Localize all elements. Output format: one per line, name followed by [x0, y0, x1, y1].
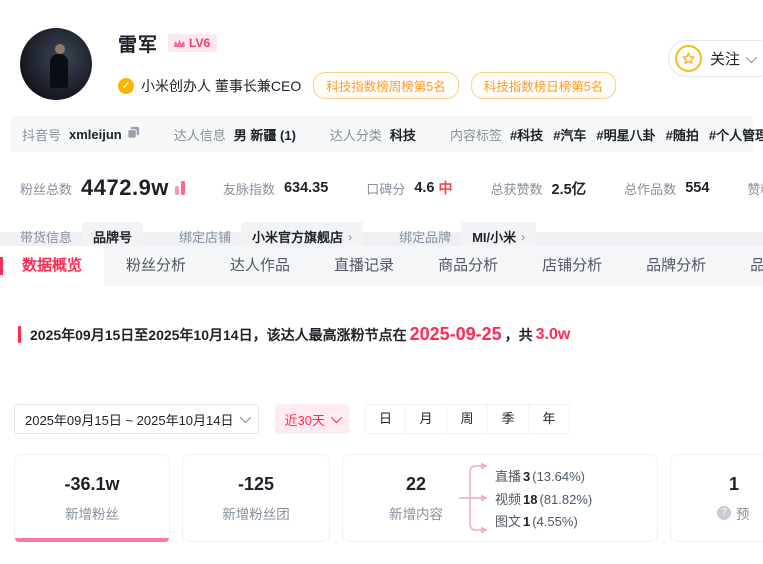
account-info-bar: 抖音号 xmleijun 达人信息 男 新疆 (1) 达人分类 科技 内容标签 …: [10, 116, 763, 152]
arrow-right-icon: ›: [521, 229, 526, 244]
fork-arrows-icon: [459, 462, 488, 534]
new-fans-label: 新增粉丝: [65, 506, 119, 522]
talent-info-label: 达人信息: [173, 127, 226, 143]
estimated-label: ? 预: [717, 503, 750, 523]
overview-content: 2025年09月15日至2025年10月14日，该达人最高涨粉节点在 2025-…: [0, 286, 763, 564]
period-day[interactable]: 日: [364, 404, 406, 434]
chevron-down-icon: [239, 411, 251, 424]
card-new-fans[interactable]: -36.1w 新增粉丝: [14, 454, 170, 542]
total-likes-value: 2.5亿: [551, 181, 587, 198]
tab-category-analysis[interactable]: 品类分析: [750, 257, 763, 274]
total-works-value: 554: [685, 180, 710, 196]
arrow-right-icon: ›: [348, 229, 353, 244]
content-tag[interactable]: #个人管理: [708, 127, 763, 143]
reputation-score-label: 口碑分: [366, 181, 406, 197]
copy-icon[interactable]: [127, 126, 140, 142]
stats-row: 粉丝总数 4472.9w 友脉指数 634.35 口碑分 4.6 中 总获赞数 …: [20, 172, 763, 204]
profile-header: 雷军 LV6 ✓ 小米创办人 董事长兼CEO 科技指数榜周榜第5名 科技指数榜日…: [0, 0, 763, 251]
total-likes-label: 总获赞数: [490, 181, 543, 197]
tab-live-records[interactable]: 直播记录: [334, 257, 395, 274]
total-works-label: 总作品数: [624, 181, 677, 197]
new-fan-club-label: 新增粉丝团: [222, 506, 290, 522]
reputation-score-value: 4.6: [414, 180, 435, 196]
card-new-fan-club[interactable]: -125 新增粉丝团: [182, 454, 330, 542]
content-tag[interactable]: #明星八卦: [596, 127, 656, 143]
chevron-down-icon: [745, 51, 758, 63]
summary-cards: -36.1w 新增粉丝 -125 新增粉丝团 22 新增内容: [14, 454, 763, 542]
douyin-id-label: 抖音号: [22, 127, 62, 143]
fans-total-label: 粉丝总数: [20, 181, 73, 197]
commerce-info-label: 带货信息: [20, 230, 73, 245]
notice-peak-value: 3.0w: [535, 325, 571, 343]
talent-info-value: 男 新疆 (1): [233, 127, 296, 143]
date-filter-row: 2025年09月15日 ~ 2025年10月14日 近30天 日 月 周 季 年: [14, 404, 570, 434]
talent-category-value: 科技: [389, 127, 416, 143]
bar-chart-icon[interactable]: [174, 181, 185, 195]
tab-brand-analysis[interactable]: 品牌分析: [646, 257, 707, 274]
avatar[interactable]: [20, 28, 92, 100]
estimated-value: 1: [729, 473, 740, 494]
notice-mid: ，共: [504, 326, 533, 343]
breakdown-live: 直播 3 (13.64%): [495, 469, 585, 484]
period-year[interactable]: 年: [528, 404, 570, 434]
notice-prefix: 2025年09月15日至2025年10月14日，该达人最高涨粉节点在: [30, 326, 407, 343]
tab-data-overview[interactable]: 数据概览: [0, 246, 105, 286]
crown-icon: [174, 38, 186, 47]
talent-category-label: 达人分类: [329, 127, 382, 143]
follow-button-label: 关注: [709, 51, 740, 68]
new-fan-club-value: -125: [237, 473, 275, 494]
period-week[interactable]: 周: [446, 404, 488, 434]
rank-badge-weekly[interactable]: 科技指数榜周榜第5名: [313, 72, 459, 99]
rank-badge-daily[interactable]: 科技指数榜日榜第5名: [470, 72, 617, 99]
notice-peak-date: 2025-09-25: [409, 324, 502, 344]
youmai-index-value: 634.35: [283, 180, 329, 196]
new-content-value: 22: [405, 473, 427, 494]
breakdown-image-text: 图文 1 (4.55%): [495, 514, 578, 529]
content-tag[interactable]: #科技: [509, 127, 544, 143]
period-quarter[interactable]: 季: [487, 404, 529, 434]
star-icon: [674, 45, 702, 72]
tab-works[interactable]: 达人作品: [230, 257, 291, 274]
content-tag[interactable]: #汽车: [553, 127, 587, 143]
tab-product-analysis[interactable]: 商品分析: [438, 257, 499, 274]
new-fans-value: -36.1w: [64, 473, 120, 494]
quick-range-30d[interactable]: 近30天: [274, 404, 349, 434]
question-circle-icon[interactable]: ?: [717, 505, 731, 520]
fans-total-value: 4472.9w: [81, 175, 169, 200]
youmai-index-label: 友脉指数: [222, 181, 275, 197]
douyin-id-value: xmleijun: [69, 126, 122, 142]
tab-shop-analysis[interactable]: 店铺分析: [542, 257, 603, 274]
chevron-down-icon: [330, 411, 343, 424]
level-badge: LV6: [168, 34, 218, 52]
new-content-label: 新增内容: [389, 506, 443, 522]
breakdown-video: 视频 18 (81.82%): [495, 491, 593, 507]
growth-notice: 2025年09月15日至2025年10月14日，该达人最高涨粉节点在 2025-…: [18, 324, 570, 345]
notice-marker: [18, 326, 21, 343]
tab-fans-analysis[interactable]: 粉丝分析: [126, 257, 187, 274]
date-range-value: 2025年09月15日 ~ 2025年10月14日: [25, 412, 234, 428]
section-divider: [0, 232, 763, 246]
period-group: 日 月 周 季 年: [364, 404, 570, 434]
card-new-content[interactable]: 22 新增内容 直播 3 (13.64%) 视频 18 (81.82%) 图文 1 (4.5…: [342, 454, 658, 542]
content-breakdown: 直播 3 (13.64%) 视频 18 (81.82%) 图文 1 (4.55%): [495, 464, 592, 532]
level-badge-label: LV6: [189, 36, 211, 50]
like-fan-ratio-label: 赞粉比: [747, 181, 763, 197]
content-tag[interactable]: #随拍: [665, 127, 699, 143]
tab-accent-marker: [0, 257, 3, 275]
analysis-tabbar: 数据概览 粉丝分析 达人作品 直播记录 商品分析 店铺分析 品牌分析 品类分析: [0, 246, 763, 286]
bound-shop-label: 绑定店铺: [179, 230, 232, 245]
card-estimated[interactable]: 1 ? 预: [670, 454, 763, 542]
reputation-grade: 中: [438, 180, 453, 196]
verified-check-icon: ✓: [118, 77, 134, 94]
follow-button[interactable]: 关注: [667, 40, 763, 77]
bound-brand-label: 绑定品牌: [399, 230, 452, 245]
content-tags-label: 内容标签: [449, 127, 502, 143]
verify-text: 小米创办人 董事长兼CEO: [141, 77, 302, 94]
period-month[interactable]: 月: [405, 404, 447, 434]
date-range-picker[interactable]: 2025年09月15日 ~ 2025年10月14日: [14, 404, 259, 434]
influencer-name: 雷军: [118, 34, 159, 56]
